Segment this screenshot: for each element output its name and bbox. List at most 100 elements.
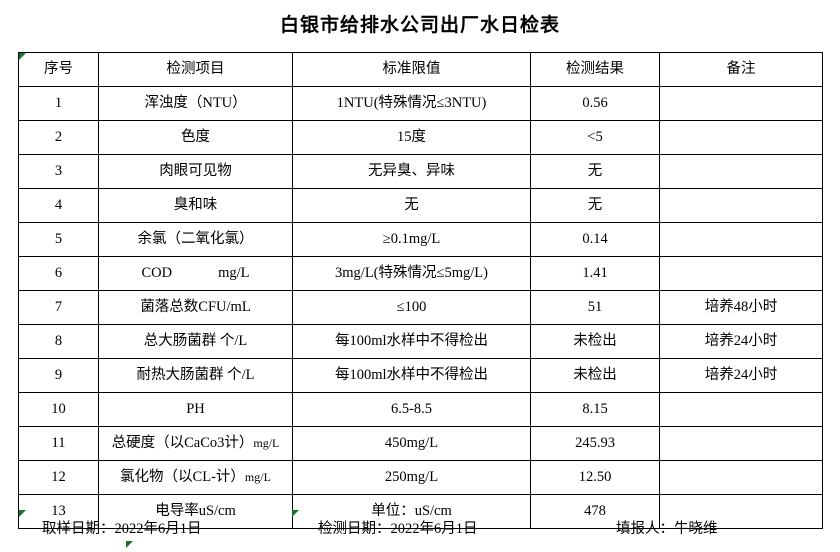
cell-test-result: 12.50 [530, 460, 660, 495]
cell-sequence-number: 10 [18, 392, 99, 427]
table-header: 序号 检测项目 标准限值 检测结果 备注 [18, 52, 823, 87]
cell-remark [659, 392, 823, 427]
cell-test-result: 245.93 [530, 426, 660, 461]
test-item-name: 总硬度（以CaCo3计） [111, 434, 254, 451]
cell-remark: 培养48小时 [659, 290, 823, 325]
test-item-name: COD [141, 264, 173, 281]
column-header-no: 序号 [18, 52, 99, 87]
table-row: 13 电导率uS/cm 单位：uS/cm 478 [18, 494, 823, 529]
cell-test-result: <5 [530, 120, 660, 155]
cell-standard-limit: 15度 [292, 120, 531, 155]
column-header-result: 检测结果 [530, 52, 660, 87]
cell-test-result: 51 [530, 290, 660, 325]
cell-test-result: 无 [530, 154, 660, 189]
cell-sequence-number: 8 [18, 324, 99, 359]
cell-standard-limit: 6.5-8.5 [292, 392, 531, 427]
merged-cell-marker-icon [126, 541, 133, 548]
column-header-remark: 备注 [659, 52, 823, 87]
cell-test-item: COD mg/L [98, 256, 293, 291]
cell-sequence-number: 2 [18, 120, 99, 155]
reporter-label: 填报人：牛晓维 [616, 520, 718, 537]
cell-sequence-number: 9 [18, 358, 99, 393]
table-row: 1 浑浊度（NTU） 1NTU(特殊情况≤3NTU) 0.56 [18, 86, 823, 121]
cell-test-result: 8.15 [530, 392, 660, 427]
cell-test-result: 未检出 [530, 324, 660, 359]
cell-sequence-number: 6 [18, 256, 99, 291]
cell-remark [659, 222, 823, 257]
cell-remark [659, 120, 823, 155]
test-item-name: 氯化物（以CL-计） [120, 468, 245, 485]
column-header-item: 检测项目 [98, 52, 293, 87]
cell-sequence-number: 1 [18, 86, 99, 121]
sampling-date-label: 取样日期：2022年6月1日 [42, 520, 202, 537]
cell-sequence-number: 7 [18, 290, 99, 325]
cell-standard-limit: ≥0.1mg/L [292, 222, 531, 257]
table-body: 1 浑浊度（NTU） 1NTU(特殊情况≤3NTU) 0.56 2 色度 15度 <5 3 肉眼可… [18, 86, 823, 529]
cell-test-item: 总大肠菌群 个/L [98, 324, 293, 359]
test-item-unit: mg/L [253, 435, 280, 450]
cell-test-result: 未检出 [530, 358, 660, 393]
cell-remark [659, 188, 823, 223]
cell-standard-limit: 450mg/L [292, 426, 531, 461]
table-row: 10 PH 6.5-8.5 8.15 [18, 392, 823, 427]
table-row: 5 余氯（二氧化氯） ≥0.1mg/L 0.14 [18, 222, 823, 257]
cell-standard-limit: 每100ml水样中不得检出 [292, 358, 531, 393]
cell-remark [659, 86, 823, 121]
cell-test-item: 臭和味 [98, 188, 293, 223]
cell-test-item: 余氯（二氧化氯） [98, 222, 293, 257]
cell-sequence-number: 12 [18, 460, 99, 495]
test-item-unit: mg/L [218, 264, 250, 281]
cell-standard-limit: 3mg/L(特殊情况≤5mg/L) [292, 256, 531, 291]
cell-remark: 培养24小时 [659, 358, 823, 393]
cell-test-result: 0.56 [530, 86, 660, 121]
cell-test-item: 耐热大肠菌群 个/L [98, 358, 293, 393]
cell-sequence-number: 4 [18, 188, 99, 223]
cell-standard-limit: 250mg/L [292, 460, 531, 495]
table-row: 2 色度 15度 <5 [18, 120, 823, 155]
table-row: 11 总硬度（以CaCo3计）mg/L 450mg/L 245.93 [18, 426, 823, 461]
cell-remark [659, 256, 823, 291]
water-quality-table: 序号 检测项目 标准限值 检测结果 备注 1 浑浊度（NTU） 1NTU(特殊情况≤… [18, 52, 823, 529]
cell-remark [659, 426, 823, 461]
cell-standard-limit: 每100ml水样中不得检出 [292, 324, 531, 359]
cell-sequence-number: 5 [18, 222, 99, 257]
cell-test-item: 肉眼可见物 [98, 154, 293, 189]
testing-date-label: 检测日期：2022年6月1日 [318, 520, 478, 537]
cell-test-item: 总硬度（以CaCo3计）mg/L [98, 426, 293, 461]
cell-test-item: 氯化物（以CL-计）mg/L [98, 460, 293, 495]
cell-test-result: 无 [530, 188, 660, 223]
page-title: 白银市给排水公司出厂水日检表 [279, 15, 560, 36]
cell-standard-limit: ≤100 [292, 290, 531, 325]
test-item-unit: mg/L [244, 469, 271, 484]
table-row: 12 氯化物（以CL-计）mg/L 250mg/L 12.50 [18, 460, 823, 495]
cell-standard-limit: 1NTU(特殊情况≤3NTU) [292, 86, 531, 121]
cell-test-result: 1.41 [530, 256, 660, 291]
table-row: 6 COD mg/L 3mg/L(特殊情况≤5mg/L) 1.41 [18, 256, 823, 291]
table-row: 3 肉眼可见物 无异臭、异味无 [18, 154, 823, 189]
header-row: 序号 检测项目 标准限值 检测结果 备注 [18, 52, 823, 87]
cell-test-item: 电导率uS/cm [98, 494, 293, 529]
cell-test-item: PH [98, 392, 293, 427]
cell-test-item: 菌落总数CFU/mL [98, 290, 293, 325]
table-row: 9 耐热大肠菌群 个/L 每100ml水样中不得检出 未检出 培养24小时 [18, 358, 823, 393]
cell-test-result: 0.14 [530, 222, 660, 257]
cell-remark: 培养24小时 [659, 324, 823, 359]
table-row: 8 总大肠菌群 个/L 每100ml水样中不得检出 未检出 培养24小时 [18, 324, 823, 359]
cell-standard-limit: 无 [292, 188, 531, 223]
report-table-wrapper: 序号 检测项目 标准限值 检测结果 备注 1 浑浊度（NTU） 1NTU(特殊情况≤… [18, 52, 823, 529]
cell-remark [659, 460, 823, 495]
cell-sequence-number: 3 [18, 154, 99, 189]
table-row: 4 臭和味无无 [18, 188, 823, 223]
column-header-limit: 标准限值 [292, 52, 531, 87]
cell-remark [659, 494, 823, 529]
cell-sequence-number: 11 [18, 426, 99, 461]
cell-remark [659, 154, 823, 189]
cell-test-item: 色度 [98, 120, 293, 155]
cell-standard-limit: 无异臭、异味 [292, 154, 531, 189]
cell-test-result: 478 [530, 494, 660, 529]
cell-sequence-number: 13 [18, 494, 99, 529]
report-footer: 取样日期：2022年6月1日 检测日期：2022年6月1日 填报人：牛晓维 [18, 512, 822, 542]
table-row: 7 菌落总数CFU/mL ≤100 51 培养48小时 [18, 290, 823, 325]
cell-test-item: 浑浊度（NTU） [98, 86, 293, 121]
